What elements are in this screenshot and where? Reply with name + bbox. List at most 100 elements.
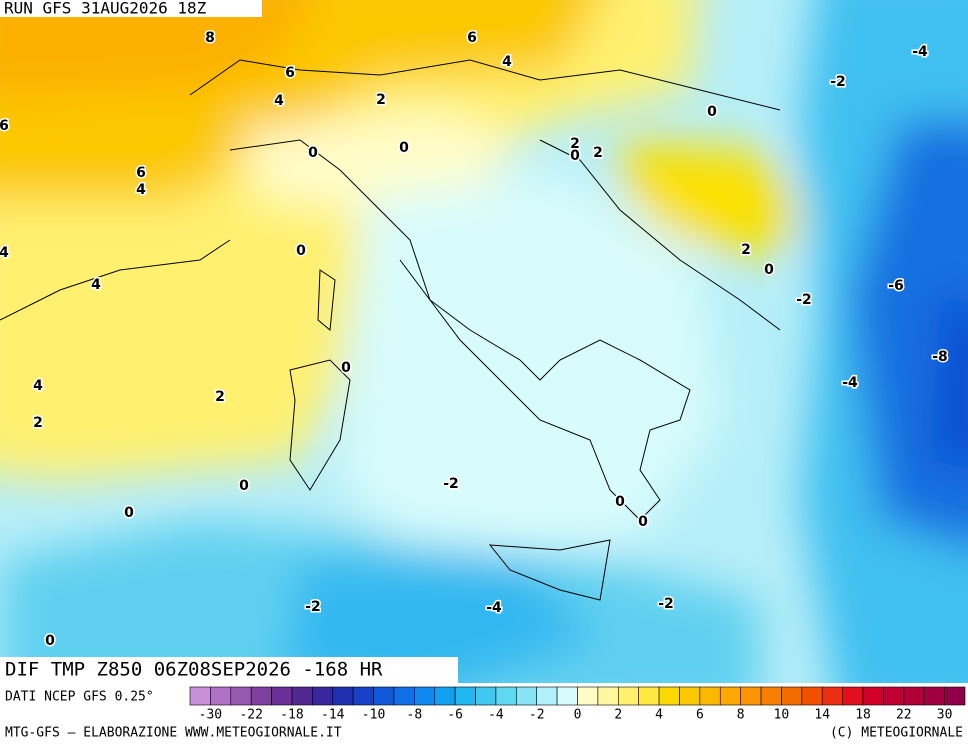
colorbar-label: -10: [362, 708, 385, 723]
colorbar-swatch: [536, 686, 558, 706]
contour-label: -2: [443, 476, 459, 492]
contour-label: 0: [45, 633, 55, 649]
coastlines: [0, 59, 781, 601]
temperature-field: [0, 0, 968, 683]
colorbar-swatch: [516, 686, 538, 706]
contour-label: 6: [285, 65, 295, 81]
footer-right: (C) METEOGIORNALE: [830, 726, 963, 741]
title-box: [0, 657, 458, 683]
contour-label: 4: [274, 93, 284, 109]
colorbar-label: -4: [488, 708, 504, 723]
contour-label: 2: [33, 415, 43, 431]
colorbar-label: 2: [614, 708, 622, 723]
contour-label: 0: [764, 262, 774, 278]
contour-label: -8: [932, 349, 948, 365]
contour-label: 0: [399, 140, 409, 156]
colorbar-swatch: [638, 686, 660, 706]
footer-left: MTG-GFS — ELABORAZIONE WWW.METEOGIORNALE…: [5, 726, 342, 741]
contour-label: 6: [0, 118, 9, 134]
contour-label: 6: [136, 165, 146, 181]
contour-label: 6: [467, 30, 477, 46]
colorbar-swatch: [719, 686, 741, 706]
contour-label: -2: [658, 596, 674, 612]
colorbar-swatch: [250, 686, 272, 706]
colorbar-label: 10: [774, 708, 790, 723]
colorbar-swatch: [271, 686, 293, 706]
colorbar-label: 22: [896, 708, 912, 723]
contour-label: -4: [486, 600, 502, 616]
colorbar-label: -2: [529, 708, 545, 723]
colorbar-swatch: [393, 686, 415, 706]
contour-label: -4: [842, 375, 858, 391]
colorbar-swatch: [923, 686, 945, 706]
colorbar-swatch: [210, 686, 232, 706]
contour-label: -2: [305, 599, 321, 615]
contour-label: 2: [593, 145, 603, 161]
colorbar-label: 8: [737, 708, 745, 723]
contour-label: 2: [570, 136, 580, 152]
colorbar-swatch: [373, 686, 395, 706]
colorbar-swatch: [821, 686, 843, 706]
contour-label: -6: [888, 278, 904, 294]
colorbar-swatch: [617, 686, 639, 706]
colorbar-label: -6: [447, 708, 463, 723]
colorbar-swatch: [475, 686, 497, 706]
source-label: DATI NCEP GFS 0.25°: [5, 690, 154, 705]
colorbar-label: -18: [280, 708, 303, 723]
colorbar-label: 18: [855, 708, 871, 723]
contour-label: 4: [502, 54, 512, 70]
contour-label: 0: [638, 514, 648, 530]
contour-label: 0: [707, 104, 717, 120]
colorbar-swatch: [699, 686, 721, 706]
contour-label: -2: [830, 74, 846, 90]
colorbar-swatch: [781, 686, 803, 706]
contour-label: 0: [341, 360, 351, 376]
colorbar-swatch: [332, 686, 354, 706]
contour-label: 0: [239, 478, 249, 494]
colorbar-swatch: [944, 686, 966, 706]
colorbar-swatch: [862, 686, 884, 706]
colorbar-label: 14: [814, 708, 830, 723]
colorbar-swatch: [414, 686, 436, 706]
colorbar-label: 0: [574, 708, 582, 723]
contour-label: 4: [91, 277, 101, 293]
colorbar-swatch: [679, 686, 701, 706]
colorbar: -30 -22 -18 -14 -10 -8 -6 -4 -2 0 2 4 6 8 10 14 18 22 30: [189, 686, 966, 723]
colorbar-swatch: [434, 686, 456, 706]
colorbar-swatch: [230, 686, 252, 706]
colorbar-label: -8: [407, 708, 423, 723]
colorbar-swatch: [597, 686, 619, 706]
colorbar-swatch: [801, 686, 823, 706]
colorbar-swatch: [312, 686, 334, 706]
colorbar-swatch: [352, 686, 374, 706]
contour-label: -4: [912, 44, 928, 60]
contour-label: 0: [308, 145, 318, 161]
header-box: [0, 0, 262, 17]
contour-label: 4: [0, 245, 9, 261]
contour-label: 0: [615, 494, 625, 510]
contour-label: 8: [205, 30, 215, 46]
contour-label: 4: [33, 378, 43, 394]
colorbar-label: -22: [239, 708, 262, 723]
contour-label: 2: [376, 92, 386, 108]
colorbar-label: -30: [199, 708, 222, 723]
colorbar-swatch: [189, 686, 211, 706]
colorbar-swatch: [903, 686, 925, 706]
colorbar-label: 30: [937, 708, 953, 723]
colorbar-swatch: [556, 686, 578, 706]
map-title: DIF TMP Z850 06Z08SEP2026 -168 HR: [5, 659, 383, 681]
colorbar-swatch: [842, 686, 864, 706]
colorbar-swatch: [454, 686, 476, 706]
colorbar-swatch: [760, 686, 782, 706]
contour-label: -2: [796, 292, 812, 308]
contour-label: 0: [570, 148, 580, 164]
colorbar-swatch: [740, 686, 762, 706]
colorbar-swatch: [883, 686, 905, 706]
colorbar-label: 6: [696, 708, 704, 723]
contour-label: 0: [124, 505, 134, 521]
colorbar-swatch: [658, 686, 680, 706]
colorbar-label: -14: [321, 708, 345, 723]
